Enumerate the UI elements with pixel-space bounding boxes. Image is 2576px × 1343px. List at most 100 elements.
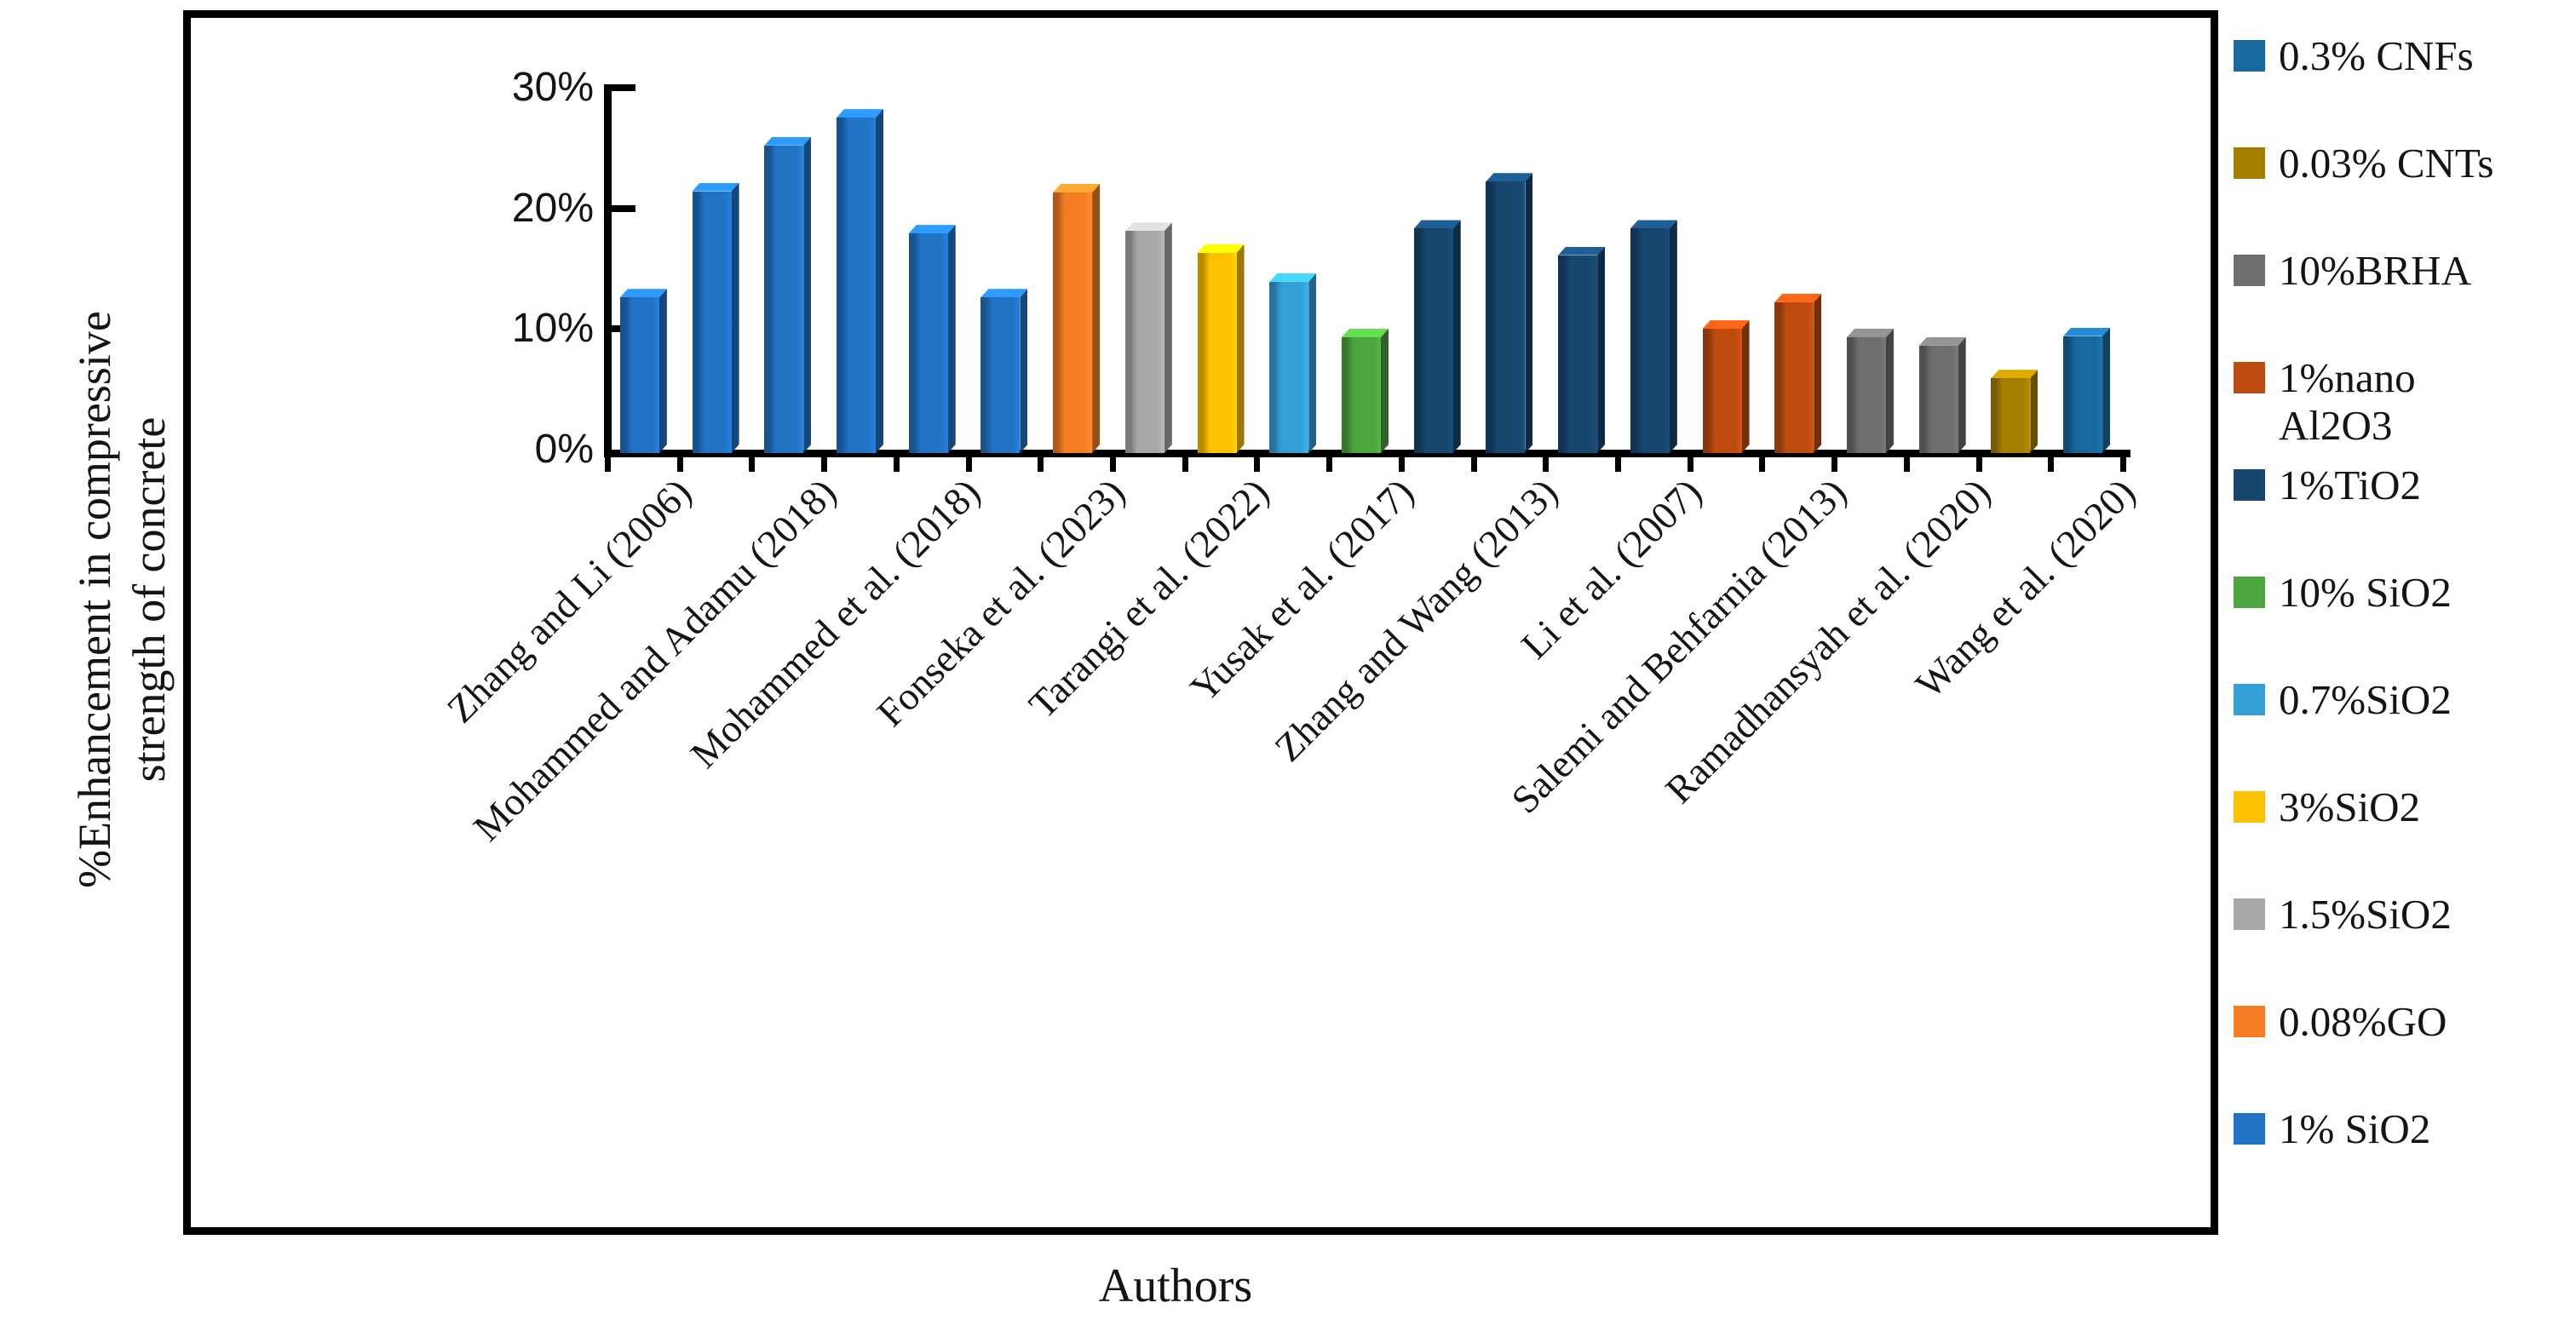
bar-front-face	[1918, 345, 1958, 453]
bar-front-face	[1702, 329, 1742, 453]
x-tick-mark	[2120, 457, 2126, 472]
legend-swatch-icon	[2234, 40, 2265, 72]
legend-item: 1%TiO2	[2234, 462, 2421, 509]
bar-top-face	[1124, 222, 1172, 232]
bar-top-face	[1630, 220, 1677, 229]
x-tick-mark	[1470, 457, 1477, 472]
bar-front-face	[1124, 231, 1164, 453]
bar-top-face	[1702, 320, 1750, 330]
bar-front-face	[1053, 192, 1093, 453]
legend-swatch-icon	[2234, 255, 2265, 286]
legend-item: 10%BRHA	[2234, 247, 2471, 295]
bar	[1702, 320, 1750, 453]
bar	[1269, 273, 1317, 453]
bar	[1918, 336, 1966, 453]
bar-top-face	[1269, 273, 1317, 282]
x-tick-mark	[749, 457, 756, 472]
x-axis-line	[604, 450, 2130, 457]
x-tick-mark	[1615, 457, 1621, 472]
legend-item: 1%nano Al2O3	[2234, 354, 2416, 450]
bar-front-face	[1269, 281, 1309, 453]
bar-front-face	[1197, 252, 1237, 453]
bar	[692, 182, 739, 453]
x-tick-mark	[1759, 457, 1766, 472]
bar-front-face	[1847, 336, 1886, 453]
x-tick-mark	[893, 457, 900, 472]
legend-label: 10%BRHA	[2279, 247, 2471, 294]
figure-border	[183, 10, 2218, 1235]
x-tick-mark	[1543, 457, 1550, 472]
legend-swatch-icon	[2234, 1113, 2265, 1145]
bar	[2063, 327, 2111, 453]
bar	[1630, 220, 1677, 453]
x-tick-mark	[676, 457, 683, 472]
legend-item: 1% SiO2	[2234, 1105, 2430, 1153]
y-axis-title: %Enhancement in compressive strength of …	[67, 89, 180, 1111]
bar-front-face	[837, 118, 876, 453]
legend-item: 0.3% CNFs	[2234, 32, 2474, 80]
bar-top-face	[1774, 293, 1822, 302]
legend-label: 0.7%SiO2	[2279, 676, 2452, 723]
y-axis-line	[604, 84, 612, 457]
legend-label: 1.5%SiO2	[2279, 891, 2452, 938]
y-axis-title-line1: %Enhancement in compressive	[69, 311, 120, 888]
x-tick-mark	[1398, 457, 1405, 472]
bar-front-face	[692, 191, 732, 453]
legend-label: 1% SiO2	[2279, 1105, 2431, 1152]
legend-label: 0.08%GO	[2279, 998, 2447, 1045]
legend-swatch-icon	[2234, 791, 2265, 823]
bar-top-face	[619, 289, 667, 298]
bar-top-face	[1053, 183, 1101, 192]
bar-top-face	[2063, 327, 2111, 336]
bar	[619, 289, 667, 453]
bar-top-face	[1991, 370, 2038, 379]
bar-front-face	[1486, 181, 1526, 453]
x-tick-mark	[1326, 457, 1333, 472]
bar	[1847, 328, 1894, 453]
bar-top-face	[1918, 336, 1966, 346]
legend-swatch-icon	[2234, 469, 2265, 501]
bar	[1342, 328, 1389, 453]
bar-top-face	[692, 182, 739, 192]
bar-front-face	[980, 297, 1021, 453]
x-axis-title: Authors	[1098, 1260, 1253, 1312]
legend: 0.3% CNFs 0.03% CNTs 10%BRHA 1%nano Al2O3 1%…	[2234, 0, 2574, 1343]
bar	[908, 225, 956, 453]
x-tick-mark	[1975, 457, 1982, 472]
bar-front-face	[908, 233, 948, 453]
x-tick-mark	[965, 457, 972, 472]
legend-item: 0.08%GO	[2234, 998, 2447, 1046]
x-tick-mark	[1110, 457, 1116, 472]
x-tick-mark	[1831, 457, 1838, 472]
y-tick-mark	[612, 83, 635, 91]
legend-label: 3%SiO2	[2279, 783, 2421, 830]
bar-top-face	[1197, 244, 1245, 253]
x-tick-mark	[1182, 457, 1188, 472]
legend-swatch-icon	[2234, 147, 2265, 179]
y-tick-label: 20%	[511, 185, 594, 231]
x-tick-mark	[2048, 457, 2055, 472]
legend-item: 1.5%SiO2	[2234, 891, 2452, 938]
legend-label: 1%nano Al2O3	[2279, 354, 2416, 449]
legend-item: 10% SiO2	[2234, 569, 2452, 617]
legend-swatch-icon	[2234, 898, 2265, 930]
legend-label: 0.3% CNFs	[2279, 32, 2474, 79]
legend-item: 3%SiO2	[2234, 783, 2420, 831]
bar	[1558, 246, 1606, 453]
legend-swatch-icon	[2234, 1006, 2265, 1037]
x-tick-mark	[1038, 457, 1044, 472]
legend-swatch-icon	[2234, 684, 2265, 715]
x-tick-mark	[1687, 457, 1693, 472]
x-tick-mark	[1254, 457, 1261, 472]
bar	[1413, 220, 1461, 453]
bar-top-face	[1847, 328, 1894, 337]
legend-swatch-icon	[2234, 362, 2265, 393]
bar	[1991, 370, 2038, 453]
bar-top-face	[1486, 173, 1533, 182]
bar	[1124, 222, 1172, 453]
bar	[1053, 183, 1101, 453]
legend-label: 10% SiO2	[2279, 569, 2452, 616]
bar	[1486, 173, 1533, 453]
bar-top-face	[1558, 246, 1606, 255]
y-tick-mark	[612, 204, 635, 212]
